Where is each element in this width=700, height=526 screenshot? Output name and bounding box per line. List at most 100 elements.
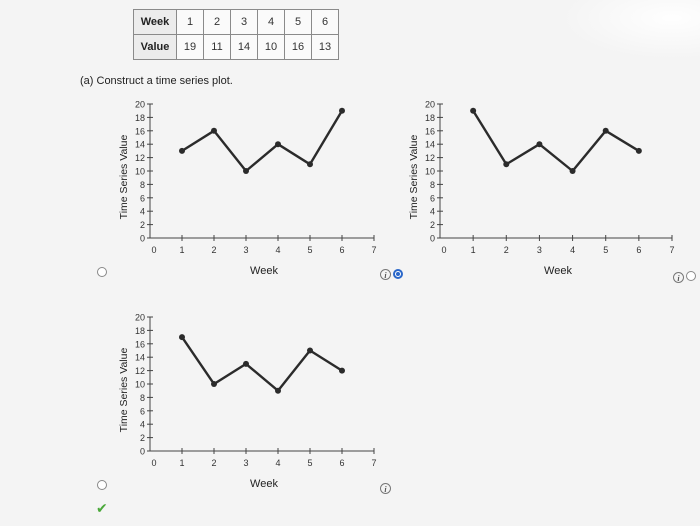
y-axis-label: Time Series Value [408, 135, 420, 220]
question-label: (a) Construct a time series plot. [80, 75, 233, 87]
data-point [307, 347, 313, 354]
week-cell: 4 [257, 9, 285, 35]
x-tick-label: 7 [669, 245, 674, 255]
x-axis-label: Week [544, 265, 572, 277]
x-axis-label: Week [250, 478, 278, 490]
y-tick-label: 6 [430, 193, 435, 203]
y-tick-label: 6 [140, 193, 145, 203]
data-point [275, 141, 281, 148]
radio-option-d[interactable] [686, 271, 696, 281]
x-tick-label: 2 [211, 458, 216, 468]
x-tick-label: 5 [307, 245, 312, 255]
value-header: Value [133, 34, 177, 60]
data-point [339, 367, 345, 374]
week-cell: 1 [176, 9, 204, 35]
check-icon: ✔ [96, 500, 108, 516]
y-tick-label: 4 [430, 207, 435, 217]
y-tick-label: 16 [425, 126, 435, 136]
x-tick-label: 6 [339, 245, 344, 255]
y-tick-label: 4 [140, 420, 145, 430]
data-point [211, 381, 217, 387]
y-tick-label: 20 [135, 313, 145, 323]
y-tick-label: 16 [135, 339, 145, 349]
value-cell: 13 [311, 34, 339, 60]
x-tick-label: 5 [307, 458, 312, 468]
data-point [243, 360, 249, 367]
y-tick-label: 12 [425, 153, 435, 163]
y-tick-label: 8 [430, 180, 435, 190]
y-tick-label: 14 [425, 140, 435, 150]
y-tick-label: 20 [425, 100, 435, 110]
data-point [211, 127, 217, 134]
week-cell: 5 [284, 9, 312, 35]
y-tick-label: 18 [135, 326, 145, 336]
data-point [470, 107, 477, 114]
y-tick-label: 10 [135, 380, 145, 390]
info-icon[interactable]: i [673, 272, 684, 283]
data-point [602, 127, 609, 134]
data-point [536, 141, 543, 148]
x-tick-label: 1 [179, 245, 184, 255]
week-cell: 6 [311, 9, 339, 35]
y-tick-label: 10 [135, 167, 145, 177]
value-cell: 16 [284, 34, 312, 60]
series-line [181, 110, 344, 173]
data-point [275, 387, 281, 394]
series-line [472, 110, 640, 173]
week-cell: 2 [203, 9, 231, 35]
y-tick-label: 18 [135, 113, 145, 123]
info-icon[interactable]: i [380, 483, 391, 494]
x-tick-label: 7 [371, 245, 376, 255]
series-line [181, 336, 343, 392]
y-tick-label: 12 [135, 153, 145, 163]
y-tick-label: 0 [430, 234, 435, 244]
x-tick-label: 6 [636, 245, 641, 255]
data-point [339, 107, 345, 114]
y-tick-label: 8 [140, 180, 145, 190]
value-cell: 14 [230, 34, 258, 60]
value-cell: 10 [257, 34, 285, 60]
radio-option-b[interactable] [393, 269, 403, 279]
y-tick-label: 14 [135, 140, 145, 150]
y-tick-label: 20 [135, 100, 145, 110]
data-point [635, 147, 642, 154]
radio-option-c[interactable] [97, 480, 107, 490]
x-tick-label: 7 [371, 458, 376, 468]
x-tick-label: 3 [243, 458, 248, 468]
y-tick-label: 18 [425, 113, 435, 123]
x-tick-label: 0 [151, 458, 156, 468]
data-point [569, 168, 576, 174]
x-tick-label: 4 [275, 245, 280, 255]
y-tick-label: 14 [135, 353, 145, 363]
value-cell: 11 [203, 34, 231, 60]
y-tick-label: 2 [140, 433, 145, 443]
x-tick-label: 2 [504, 245, 509, 255]
info-icon[interactable]: i [380, 269, 391, 280]
y-tick-label: 0 [140, 234, 145, 244]
y-tick-label: 16 [135, 126, 145, 136]
week-cell: 3 [230, 9, 258, 35]
y-tick-label: 6 [140, 406, 145, 416]
x-tick-label: 1 [471, 245, 476, 255]
data-point [503, 161, 510, 168]
x-axis-label: Week [250, 265, 278, 277]
data-point [243, 168, 249, 174]
y-axis-label: Time Series Value [118, 135, 130, 220]
x-tick-label: 4 [570, 245, 575, 255]
x-tick-label: 1 [179, 458, 184, 468]
y-tick-label: 4 [140, 207, 145, 217]
y-tick-label: 8 [140, 393, 145, 403]
y-axis-label: Time Series Value [118, 348, 130, 433]
data-point [179, 147, 185, 154]
y-tick-label: 2 [140, 220, 145, 230]
x-tick-label: 3 [243, 245, 248, 255]
week-header: Week [133, 9, 177, 35]
value-cell: 19 [176, 34, 204, 60]
data-point [179, 334, 185, 341]
x-tick-label: 0 [151, 245, 156, 255]
radio-option-a[interactable] [97, 267, 107, 277]
